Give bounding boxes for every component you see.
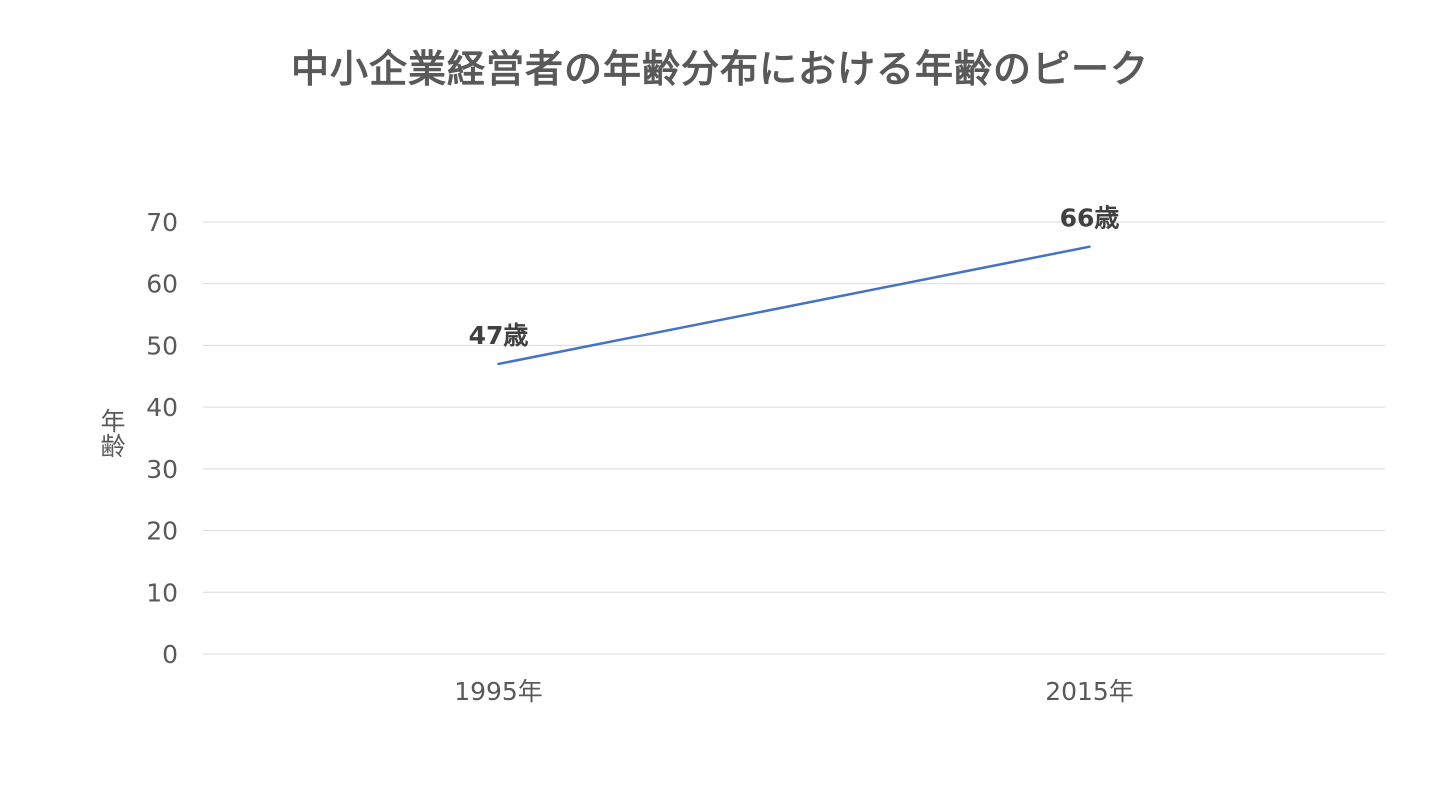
series-line <box>497 245 1091 366</box>
x-tick-label: 2015年 <box>1045 677 1134 706</box>
y-tick-label: 10 <box>146 578 178 607</box>
chart-title: 中小企業経営者の年齢分布における年齢のピーク <box>290 47 1149 91</box>
data-labels: 47歳 66歳 <box>469 204 1120 350</box>
data-label: 47歳 <box>469 321 529 350</box>
y-tick-label: 60 <box>146 270 178 299</box>
y-tick-label: 30 <box>146 455 178 484</box>
data-label: 66歳 <box>1060 204 1120 233</box>
series-group <box>497 245 1091 366</box>
y-tick-label: 0 <box>162 640 178 669</box>
x-tick-label: 1995年 <box>454 677 543 706</box>
x-tick-labels: 1995年 2015年 <box>454 677 1134 706</box>
y-axis-label: 年齢 <box>97 408 126 458</box>
y-tick-label: 40 <box>146 393 178 422</box>
y-tick-label: 70 <box>146 208 178 237</box>
y-tick-label: 20 <box>146 517 178 546</box>
y-tick-labels: 0 10 20 30 40 50 60 70 <box>146 208 178 669</box>
gridlines <box>203 221 1385 655</box>
y-tick-label: 50 <box>146 331 178 360</box>
